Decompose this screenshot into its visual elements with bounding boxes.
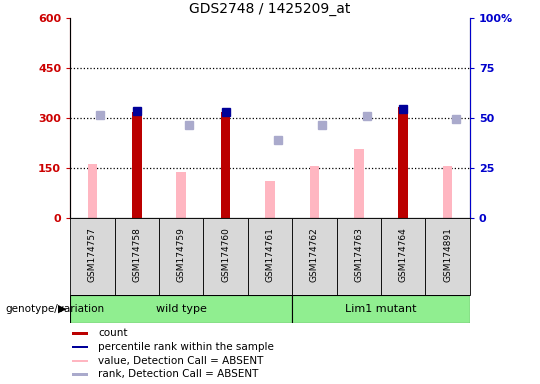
Text: GSM174891: GSM174891 <box>443 228 452 282</box>
Text: GSM174762: GSM174762 <box>310 228 319 282</box>
Bar <box>132 112 141 218</box>
Text: count: count <box>98 328 128 338</box>
Bar <box>72 332 88 335</box>
Bar <box>399 107 408 218</box>
Bar <box>70 218 114 295</box>
Text: rank, Detection Call = ABSENT: rank, Detection Call = ABSENT <box>98 369 259 379</box>
Bar <box>248 218 292 295</box>
Bar <box>72 346 88 348</box>
Bar <box>159 218 204 295</box>
Text: GSM174757: GSM174757 <box>88 228 97 282</box>
Title: GDS2748 / 1425209_at: GDS2748 / 1425209_at <box>190 2 350 16</box>
Bar <box>426 218 470 295</box>
Text: GSM174764: GSM174764 <box>399 228 408 282</box>
Bar <box>70 295 292 323</box>
Bar <box>443 166 453 218</box>
Bar <box>292 218 336 295</box>
Text: GSM174760: GSM174760 <box>221 228 230 282</box>
Text: ▶: ▶ <box>58 304 66 314</box>
Text: GSM174761: GSM174761 <box>266 228 274 282</box>
Bar <box>72 359 88 362</box>
Bar <box>72 373 88 376</box>
Text: genotype/variation: genotype/variation <box>5 304 105 314</box>
Bar <box>204 218 248 295</box>
Text: value, Detection Call = ABSENT: value, Detection Call = ABSENT <box>98 356 264 366</box>
Text: Lim1 mutant: Lim1 mutant <box>345 304 417 314</box>
Bar <box>221 112 231 218</box>
Text: wild type: wild type <box>156 304 207 314</box>
Text: percentile rank within the sample: percentile rank within the sample <box>98 342 274 352</box>
Text: GSM174763: GSM174763 <box>354 228 363 282</box>
Bar <box>381 218 426 295</box>
Text: GSM174758: GSM174758 <box>132 228 141 282</box>
Text: GSM174759: GSM174759 <box>177 228 186 282</box>
Bar <box>114 218 159 295</box>
Bar <box>336 218 381 295</box>
Bar <box>354 149 363 218</box>
Bar <box>265 180 275 218</box>
Bar <box>177 172 186 218</box>
Bar <box>309 166 319 218</box>
Bar <box>87 164 97 218</box>
Bar <box>292 295 470 323</box>
